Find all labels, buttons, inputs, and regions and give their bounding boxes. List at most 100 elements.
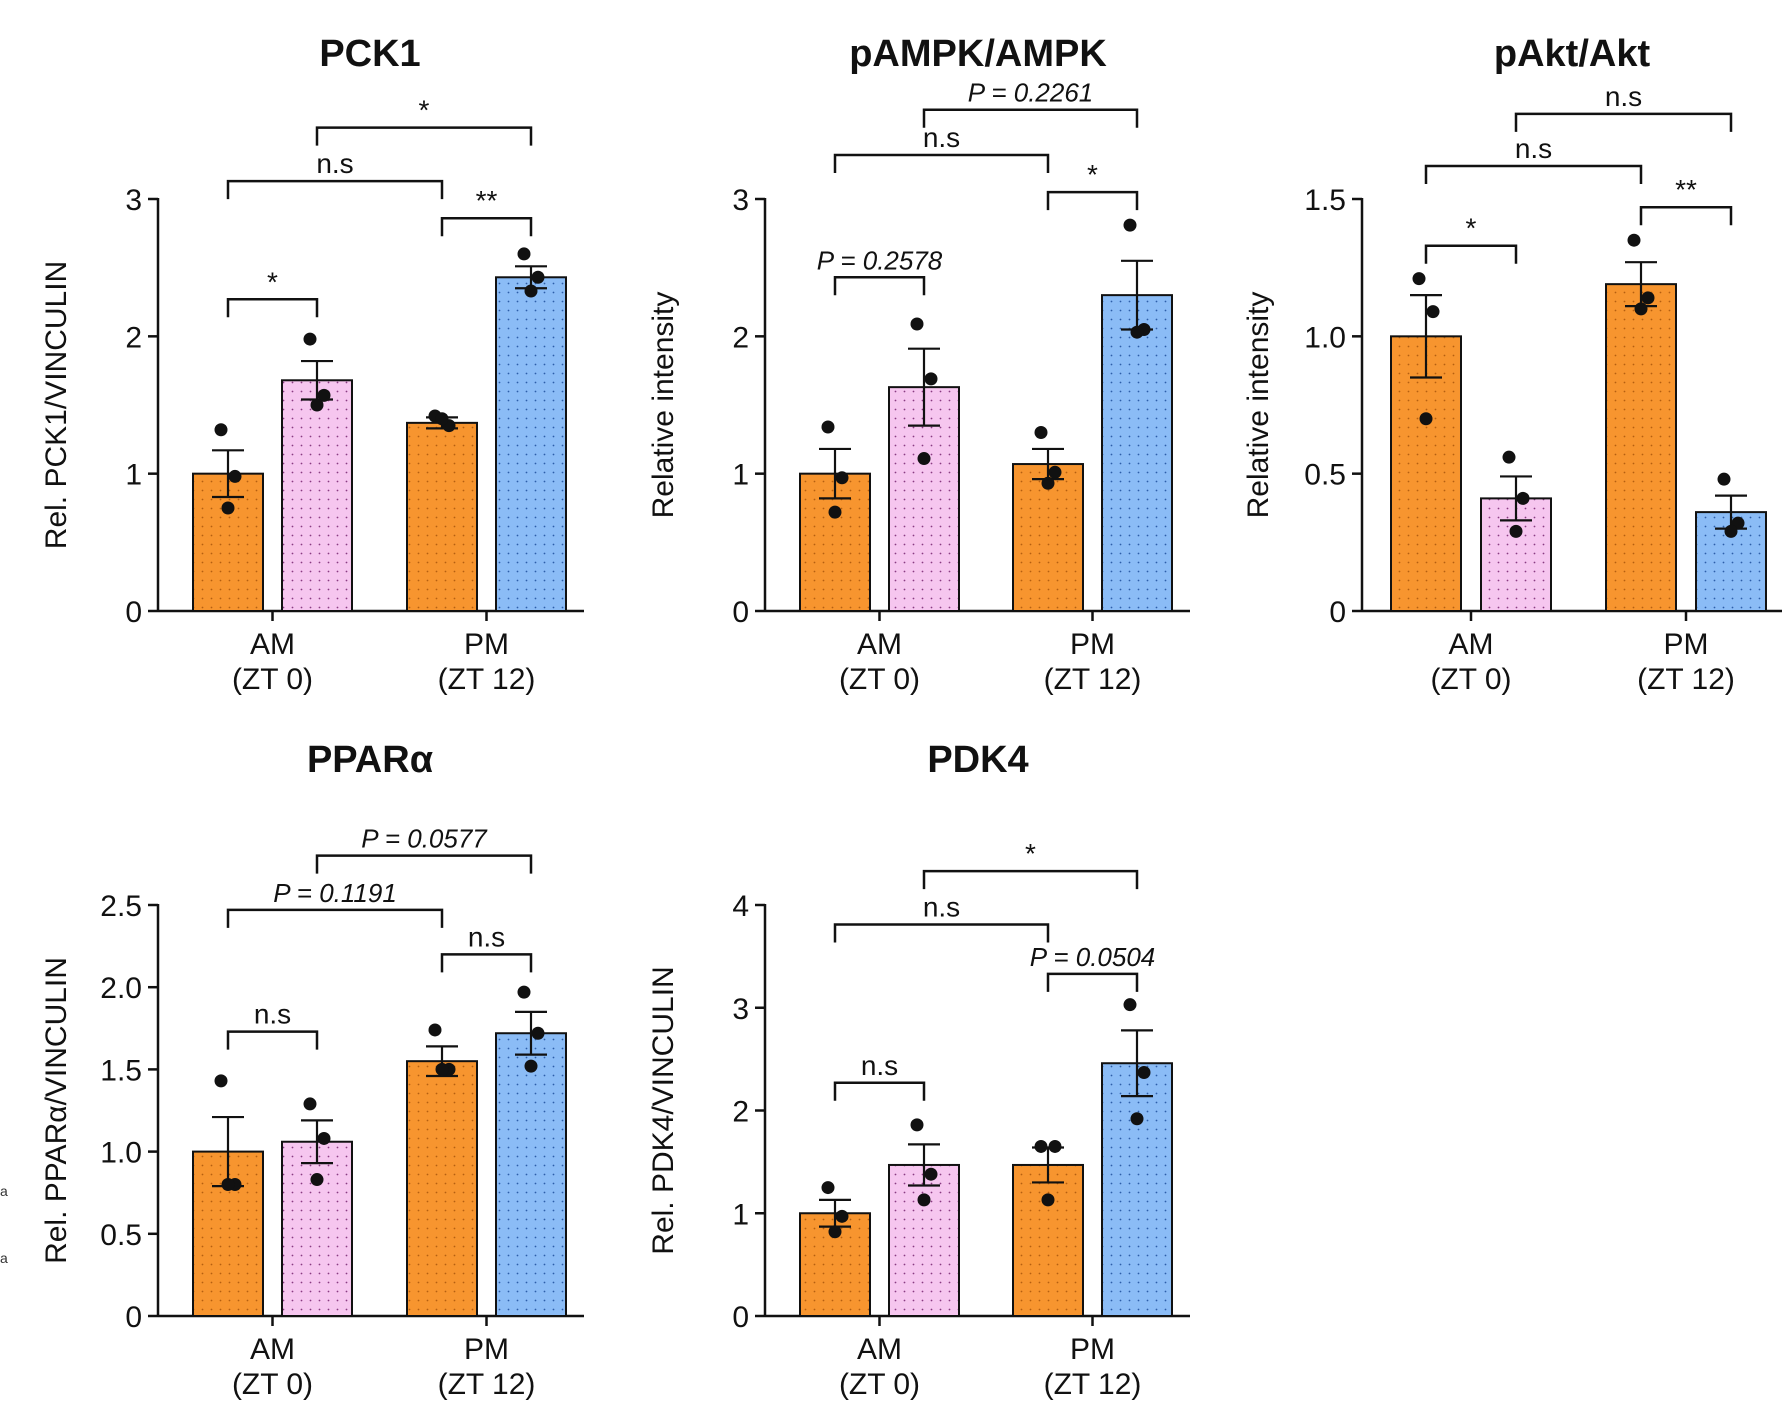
y-tick-label: 4 <box>732 890 749 923</box>
data-point <box>1041 476 1055 490</box>
significance-bracket <box>440 216 533 237</box>
data-point <box>924 1167 938 1181</box>
significance-bracket <box>226 1030 319 1050</box>
y-axis-label: Relative intensity <box>647 292 680 519</box>
x-group-sublabel: (ZT 0) <box>232 1368 313 1401</box>
significance-bracket <box>1046 190 1139 211</box>
significance-bracket <box>1424 244 1518 264</box>
chart-panel-2: pAMPK/AMPK Relative intensity 0 1 2 3 AM(ZT 0)… <box>647 33 1190 696</box>
y-axis-label: Rel. PDK4/VINCULIN <box>647 966 680 1254</box>
significance-bracket <box>833 923 1050 943</box>
data-point <box>1123 218 1137 232</box>
x-group-sublabel: (ZT 12) <box>1044 663 1142 696</box>
data-point <box>1634 302 1648 316</box>
significance-label: * <box>1466 213 1477 244</box>
significance-label: n.s <box>923 892 960 923</box>
y-tick-label: 1 <box>732 1198 749 1231</box>
data-point <box>428 1023 442 1037</box>
y-tick-label: 0.5 <box>1304 459 1346 492</box>
data-point <box>317 388 331 402</box>
x-group-sublabel: (ZT 0) <box>232 663 313 696</box>
significance-label: P = 0.0577 <box>361 824 488 854</box>
data-point <box>1130 325 1144 339</box>
y-tick-label: 2 <box>732 1096 749 1129</box>
chart-title: PPARα <box>307 739 433 781</box>
bar-pm-fed <box>1012 463 1084 613</box>
significance-bracket <box>922 108 1139 128</box>
y-tick-label: 3 <box>125 184 142 217</box>
x-group-label: AM <box>857 628 902 661</box>
x-group-sublabel: (ZT 12) <box>438 1368 536 1401</box>
y-tick-label: 3 <box>732 993 749 1026</box>
significance-bracket <box>1514 112 1733 132</box>
bar-pm-fasted <box>495 276 567 612</box>
data-point <box>435 1062 449 1076</box>
x-group-label: PM <box>464 1333 509 1366</box>
data-point <box>1041 1193 1055 1207</box>
bar-am-fasted <box>281 379 353 612</box>
y-tick-label: 3 <box>732 184 749 217</box>
y-axis-label: Relative intensity <box>1242 292 1275 519</box>
chart-panel-1: PCK1 Rel. PCK1/VINCULIN 0 1 2 3 AM(ZT 0) PM(ZT … <box>40 33 584 696</box>
data-point <box>917 1193 931 1207</box>
significance-label: P = 0.2578 <box>817 245 943 275</box>
data-point <box>303 332 317 346</box>
significance-label: * <box>1025 838 1036 869</box>
significance-bracket <box>1424 164 1643 185</box>
y-tick-label: 0 <box>125 1301 142 1334</box>
significance-label: n.s <box>254 999 291 1030</box>
data-point <box>910 317 924 331</box>
significance-label: n.s <box>1515 133 1552 164</box>
data-point <box>531 1026 545 1040</box>
x-group-sublabel: (ZT 0) <box>839 663 920 696</box>
data-point <box>924 372 938 386</box>
bar-am-fed <box>799 472 871 612</box>
significance-bracket <box>1046 972 1139 992</box>
x-group-sublabel: (ZT 0) <box>1430 663 1511 696</box>
data-point <box>821 420 835 434</box>
significance-label: n.s <box>861 1050 898 1081</box>
data-point <box>835 471 849 485</box>
data-point <box>828 1225 842 1239</box>
y-tick-label: 0 <box>125 596 142 629</box>
data-point <box>821 1181 835 1195</box>
y-tick-label: 1.0 <box>100 1137 142 1170</box>
significance-label: ** <box>476 185 498 216</box>
y-tick-label: 0.5 <box>100 1219 142 1252</box>
data-point <box>524 284 538 298</box>
chart-title: pAkt/Akt <box>1494 33 1651 75</box>
y-tick-label: 2 <box>732 321 749 354</box>
y-tick-label: 1 <box>125 459 142 492</box>
y-axis-label: Rel. PCK1/VINCULIN <box>40 261 73 549</box>
data-point <box>1048 1139 1062 1153</box>
y-tick-label: 0 <box>732 1301 749 1334</box>
data-point <box>1717 472 1731 486</box>
data-point <box>1137 1065 1151 1079</box>
y-tick-label: 2.5 <box>100 890 142 923</box>
data-point <box>214 1074 228 1088</box>
significance-label: * <box>267 266 278 297</box>
significance-bracket <box>315 126 533 146</box>
significance-label: n.s <box>1605 81 1642 112</box>
significance-label: P = 0.0504 <box>1030 942 1156 972</box>
data-point <box>1048 465 1062 479</box>
data-point <box>1034 425 1048 439</box>
significance-label: * <box>1087 159 1098 190</box>
bar-pm-fasted <box>495 1032 567 1318</box>
bar-pm-fed <box>1012 1163 1084 1318</box>
data-point <box>1627 233 1641 247</box>
x-group-label: AM <box>1449 628 1494 661</box>
data-point <box>435 412 449 426</box>
data-point <box>1516 491 1530 505</box>
bar-am-fasted <box>888 1163 960 1318</box>
y-axis-label: Rel. PPARα/VINCULIN <box>40 957 73 1264</box>
data-point <box>1034 1139 1048 1153</box>
data-point <box>228 469 242 483</box>
bar-pm-fed <box>1605 283 1677 612</box>
bar-pm-fasted <box>1101 294 1173 612</box>
y-tick-label: 1 <box>732 459 749 492</box>
y-tick-label: 1.0 <box>1304 321 1346 354</box>
stray-label-2: a <box>0 1250 8 1266</box>
significance-bracket <box>1639 205 1733 226</box>
